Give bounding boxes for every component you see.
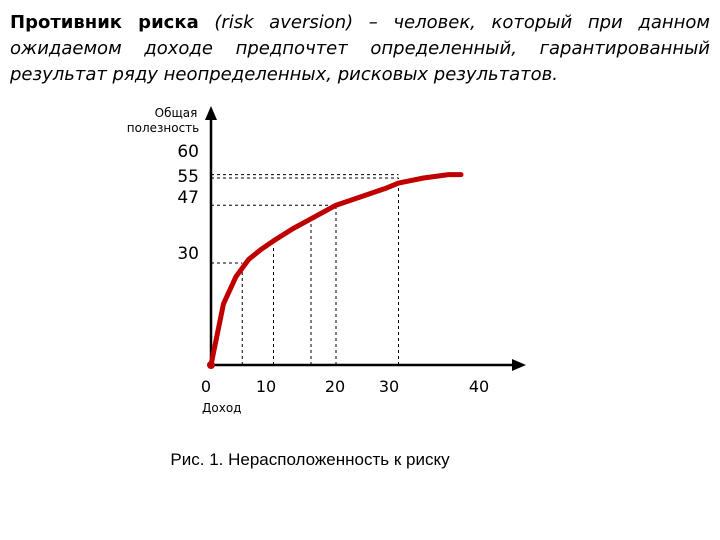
y-axis-label-line-1: Общая — [155, 106, 198, 120]
y-tick-label: 47 — [177, 188, 199, 208]
x-tick-label: 40 — [469, 377, 489, 396]
origin-point — [207, 361, 215, 369]
y-axis-arrow — [205, 106, 217, 120]
intro-paragraph: Противник риска (risk aversion) – челове… — [10, 10, 710, 88]
guide-lines — [211, 174, 399, 365]
x-tick-label: 30 — [379, 377, 399, 396]
figure-caption: Рис. 1. Нерасположенность к риску — [170, 450, 450, 469]
x-tick-label: 20 — [325, 377, 345, 396]
intro-term: Противник риска — [10, 12, 199, 33]
x-tick-label: 10 — [256, 377, 276, 396]
x-axis-label: Доход — [202, 401, 241, 415]
x-tick-labels: 0 10 20 30 40 — [201, 377, 489, 396]
intro-definition: (risk aversion) – человек, который при д… — [10, 12, 710, 85]
axes — [205, 106, 526, 371]
x-axis-arrow — [512, 359, 526, 371]
x-tick-label: 0 — [201, 377, 211, 396]
y-tick-label: 55 — [177, 167, 199, 187]
y-tick-label: 30 — [177, 244, 199, 264]
y-tick-label: 60 — [177, 142, 199, 162]
utility-curve — [208, 172, 464, 368]
y-axis-label-line-2: полезность — [127, 121, 199, 135]
